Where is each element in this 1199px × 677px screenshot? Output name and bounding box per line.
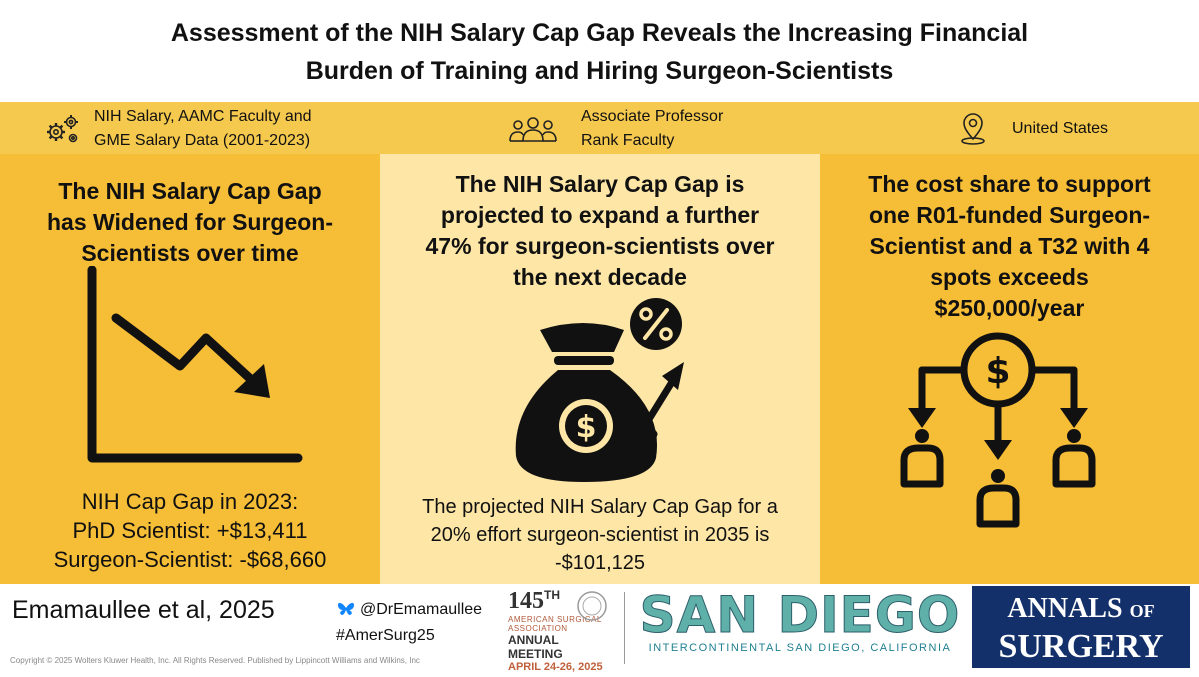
- footer-divider: [624, 592, 625, 664]
- venue-logo: SAN DIEGO INTERCONTINENTAL SAN DIEGO, CA…: [639, 586, 961, 655]
- svg-text:$: $: [985, 351, 1010, 392]
- title-line-1: Assessment of the NIH Salary Cap Gap Rev…: [170, 19, 1029, 47]
- svg-text:$: $: [576, 410, 597, 445]
- hashtag[interactable]: #AmerSurg25: [336, 627, 435, 644]
- journal-logo: ANNALS OF SURGERY: [972, 586, 1190, 668]
- trend-heading: The NIH Salary Cap Gap has Widened for S…: [46, 178, 334, 266]
- data-source-label: NIH Salary, AAMC Faculty and GME Salary …: [94, 108, 312, 149]
- title-line-2: Burden of Training and Hiring Surgeon-Sc…: [305, 57, 894, 85]
- funding-distribution-icon: $: [900, 332, 1096, 528]
- bluesky-butterfly-icon: [338, 602, 354, 615]
- population-label: Associate Professor Rank Faculty: [581, 108, 724, 149]
- projection-stats: The projected NIH Salary Cap Gap for a 2…: [422, 496, 778, 574]
- social-handle[interactable]: @DrEmamaullee: [360, 601, 483, 618]
- location-pin-icon: [961, 113, 985, 145]
- column-trend: [0, 154, 380, 584]
- column-cost-share: [820, 154, 1199, 584]
- projection-heading: The NIH Salary Cap Gap is projected to e…: [425, 171, 775, 290]
- location-label: United States: [1012, 120, 1109, 137]
- gears-icon: [47, 115, 78, 143]
- copyright-notice: Copyright © 2025 Wolters Kluwer Health, …: [10, 656, 420, 665]
- meeting-logo: 145TH AMERICAN SURGICAL ASSOCIATION ANNU…: [508, 588, 603, 673]
- citation: Emamaullee et al, 2025: [12, 596, 275, 624]
- cost-share-heading: The cost share to support one R01-funded…: [868, 171, 1151, 321]
- column-projection: [380, 154, 820, 584]
- page-title: Assessment of the NIH Salary Cap Gap Rev…: [0, 14, 1199, 90]
- people-group-icon: [509, 117, 557, 142]
- declining-chart-icon: [87, 266, 303, 463]
- trend-stats: NIH Cap Gap in 2023: PhD Scientist: +$13…: [53, 489, 327, 572]
- association-seal-icon: [577, 591, 607, 621]
- money-bag-growth-icon: $: [515, 298, 684, 482]
- header-band: [0, 102, 1199, 154]
